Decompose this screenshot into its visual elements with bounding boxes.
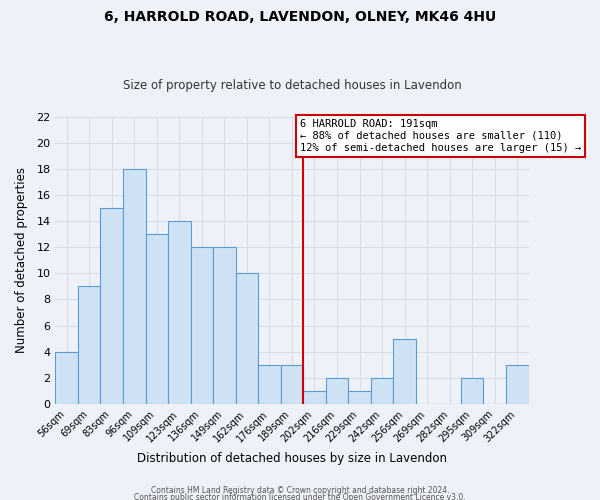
Bar bbox=[303, 391, 326, 404]
Text: Contains HM Land Registry data © Crown copyright and database right 2024.: Contains HM Land Registry data © Crown c… bbox=[151, 486, 449, 495]
Bar bbox=[371, 378, 394, 404]
Bar bbox=[213, 248, 236, 404]
Bar bbox=[236, 274, 258, 404]
Text: 6, HARROLD ROAD, LAVENDON, OLNEY, MK46 4HU: 6, HARROLD ROAD, LAVENDON, OLNEY, MK46 4… bbox=[104, 10, 496, 24]
X-axis label: Distribution of detached houses by size in Lavendon: Distribution of detached houses by size … bbox=[137, 452, 447, 465]
Bar bbox=[258, 364, 281, 404]
Y-axis label: Number of detached properties: Number of detached properties bbox=[15, 168, 28, 354]
Text: Contains public sector information licensed under the Open Government Licence v3: Contains public sector information licen… bbox=[134, 494, 466, 500]
Bar bbox=[326, 378, 348, 404]
Bar bbox=[394, 338, 416, 404]
Bar bbox=[461, 378, 484, 404]
Bar bbox=[281, 364, 303, 404]
Bar bbox=[146, 234, 168, 404]
Bar bbox=[123, 169, 146, 404]
Bar bbox=[191, 248, 213, 404]
Bar bbox=[168, 221, 191, 404]
Bar bbox=[100, 208, 123, 404]
Bar bbox=[348, 391, 371, 404]
Bar bbox=[55, 352, 78, 404]
Text: 6 HARROLD ROAD: 191sqm
← 88% of detached houses are smaller (110)
12% of semi-de: 6 HARROLD ROAD: 191sqm ← 88% of detached… bbox=[300, 120, 581, 152]
Bar bbox=[78, 286, 100, 404]
Bar bbox=[506, 364, 529, 404]
Title: Size of property relative to detached houses in Lavendon: Size of property relative to detached ho… bbox=[122, 79, 461, 92]
